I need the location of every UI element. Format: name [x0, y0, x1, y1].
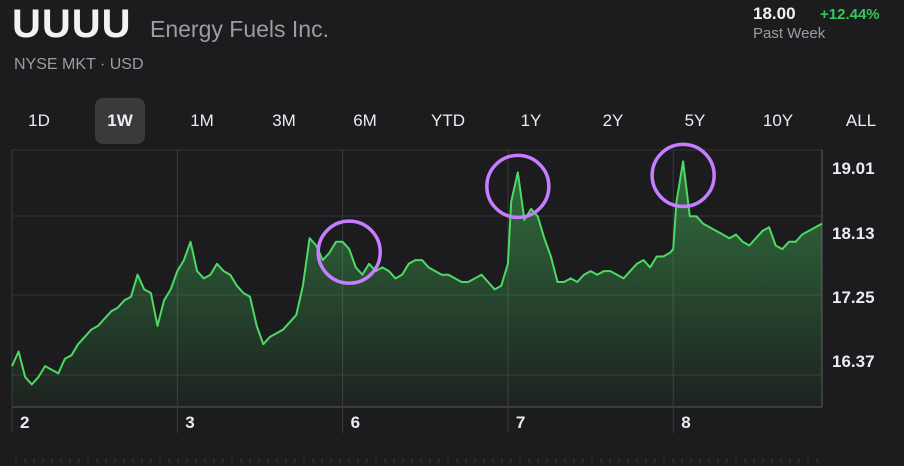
x-tick-label: 7: [516, 413, 525, 432]
exchange-currency: NYSE MKT · USD: [14, 56, 144, 73]
range-tab-1d[interactable]: 1D: [28, 111, 50, 130]
y-tick-label: 16.37: [832, 352, 875, 371]
price-change: +12.44%: [820, 6, 880, 23]
price-line: [11, 160, 823, 386]
range-tab-3m[interactable]: 3M: [272, 111, 296, 130]
annotation-circle: [485, 153, 551, 220]
quote-header: UUUU Energy Fuels Inc. NYSE MKT · USD 18…: [0, 0, 904, 90]
range-tab-5y[interactable]: 5Y: [684, 111, 706, 130]
range-tab-all[interactable]: ALL: [845, 111, 877, 130]
range-tab-2y[interactable]: 2Y: [602, 111, 624, 130]
range-tab-1m[interactable]: 1M: [190, 111, 214, 130]
x-tick-label: 6: [351, 413, 360, 432]
range-tab-1w[interactable]: 1W: [95, 98, 145, 144]
annotation-circle: [316, 219, 382, 285]
annotation-circle: [650, 142, 716, 209]
x-tick-label: 8: [681, 413, 690, 432]
period-label: Past Week: [753, 25, 826, 42]
company-name: Energy Fuels Inc.: [150, 16, 329, 42]
y-tick-label: 18.13: [832, 224, 875, 243]
y-tick-label: 19.01: [832, 159, 875, 178]
range-tab-ytd[interactable]: YTD: [431, 111, 465, 130]
range-selector: 1D 1W 1M 3M 6M YTD 1Y 2Y 5Y 10Y ALL: [0, 98, 904, 144]
x-tick-label: 3: [185, 413, 194, 432]
current-price: 18.00: [753, 4, 796, 23]
ticker-symbol: UUUU: [12, 2, 132, 46]
price-area: [12, 161, 822, 407]
y-tick-label: 17.25: [832, 288, 875, 307]
x-tick-label: 2: [20, 413, 29, 432]
range-tab-6m[interactable]: 6M: [353, 111, 377, 130]
range-tab-1y[interactable]: 1Y: [520, 111, 542, 130]
range-tab-10y[interactable]: 10Y: [762, 111, 794, 130]
